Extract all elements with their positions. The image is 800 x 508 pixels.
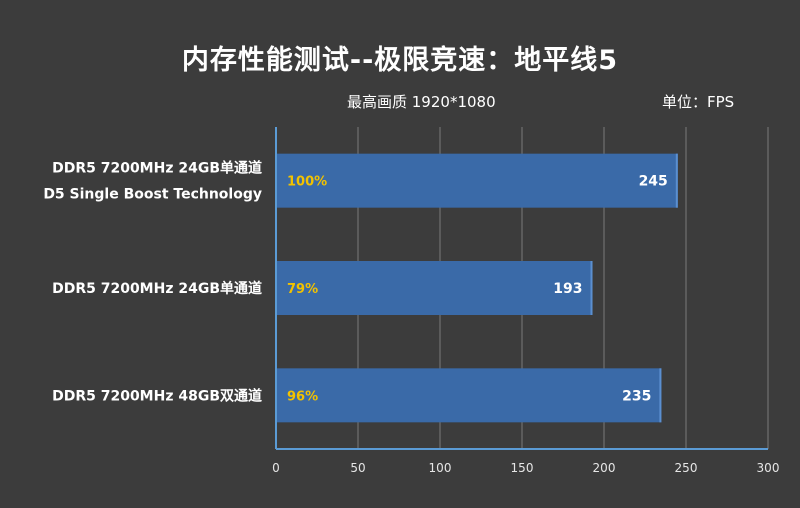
- bar: [276, 261, 593, 315]
- value-label: 193: [553, 281, 582, 297]
- bar-edge: [590, 261, 593, 315]
- x-tick-label: 50: [350, 461, 365, 475]
- bar: [276, 153, 678, 208]
- percent-label: 100%: [287, 175, 327, 190]
- x-tick-label: 0: [272, 461, 280, 475]
- chart-subtitle: 最高画质 1920*1080: [347, 93, 496, 111]
- chart-title: 内存性能测试--极限竞速：地平线5: [181, 45, 619, 76]
- bar-edge: [659, 368, 662, 423]
- bar-edge: [675, 153, 678, 208]
- category-label: DDR5 7200MHz 48GB双通道: [52, 387, 262, 404]
- value-label: 245: [639, 174, 668, 190]
- category-label: D5 Single Boost Technology: [43, 187, 262, 203]
- x-tick-label: 250: [675, 461, 698, 475]
- value-label: 235: [622, 388, 651, 404]
- bar: [276, 368, 662, 423]
- x-tick-label: 200: [593, 461, 616, 475]
- percent-label: 96%: [287, 389, 318, 404]
- percent-label: 79%: [287, 282, 318, 297]
- unit-label: 单位：FPS: [662, 93, 735, 111]
- x-tick-label: 100: [429, 461, 452, 475]
- category-label: DDR5 7200MHz 24GB单通道: [52, 280, 262, 297]
- category-label: DDR5 7200MHz 24GB单通道: [52, 160, 262, 177]
- x-tick-label: 300: [757, 461, 780, 475]
- x-tick-label: 150: [511, 461, 534, 475]
